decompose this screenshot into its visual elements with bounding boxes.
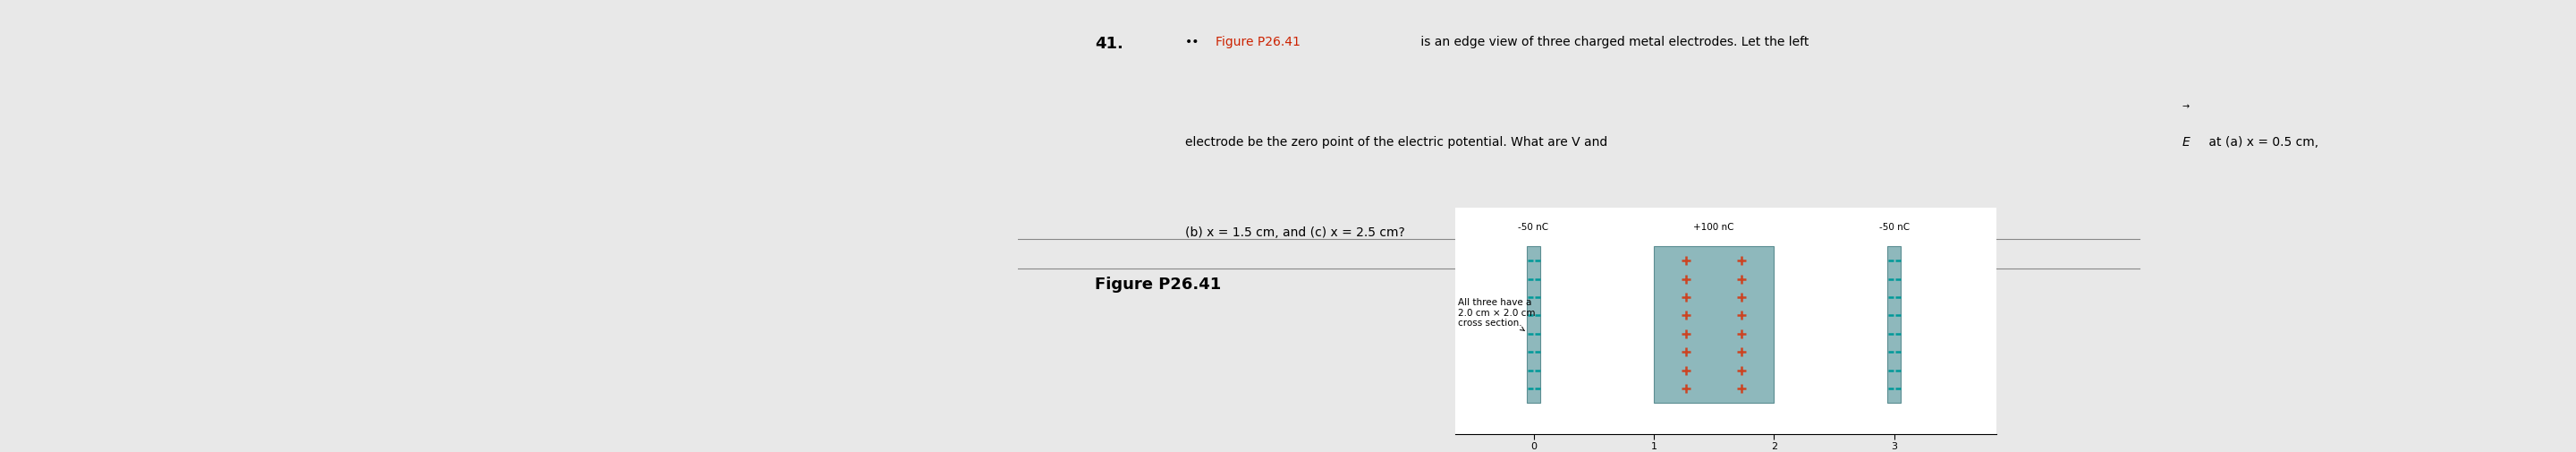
- Bar: [1528, 247, 1540, 403]
- Text: →: →: [2182, 102, 2190, 111]
- Text: -50 nC: -50 nC: [1517, 222, 1548, 231]
- Text: 41.: 41.: [1095, 36, 1123, 52]
- Text: (b) x = 1.5 cm, and (c) x = 2.5 cm?: (b) x = 1.5 cm, and (c) x = 2.5 cm?: [1185, 226, 1404, 239]
- Text: Figure P26.41: Figure P26.41: [1216, 36, 1301, 49]
- Text: ••: ••: [1185, 36, 1200, 49]
- Text: at (a) x = 0.5 cm,: at (a) x = 0.5 cm,: [2205, 136, 2318, 148]
- Text: E: E: [2182, 136, 2190, 148]
- Text: -50 nC: -50 nC: [1878, 222, 1909, 231]
- Bar: [1654, 247, 1775, 403]
- Text: is an edge view of three charged metal electrodes. Let the left: is an edge view of three charged metal e…: [1417, 36, 1808, 49]
- Bar: [1888, 247, 1901, 403]
- Text: electrode be the zero point of the electric potential. What are V and: electrode be the zero point of the elect…: [1185, 136, 1610, 148]
- Text: All three have a
2.0 cm × 2.0 cm
cross section.: All three have a 2.0 cm × 2.0 cm cross s…: [1458, 297, 1535, 331]
- Text: Figure P26.41: Figure P26.41: [1095, 276, 1221, 292]
- Text: +100 nC: +100 nC: [1692, 222, 1734, 231]
